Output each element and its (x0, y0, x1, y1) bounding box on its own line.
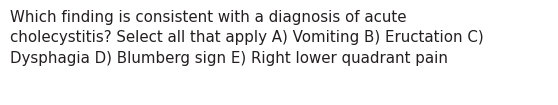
Text: Which finding is consistent with a diagnosis of acute
cholecystitis? Select all : Which finding is consistent with a diagn… (10, 10, 484, 66)
